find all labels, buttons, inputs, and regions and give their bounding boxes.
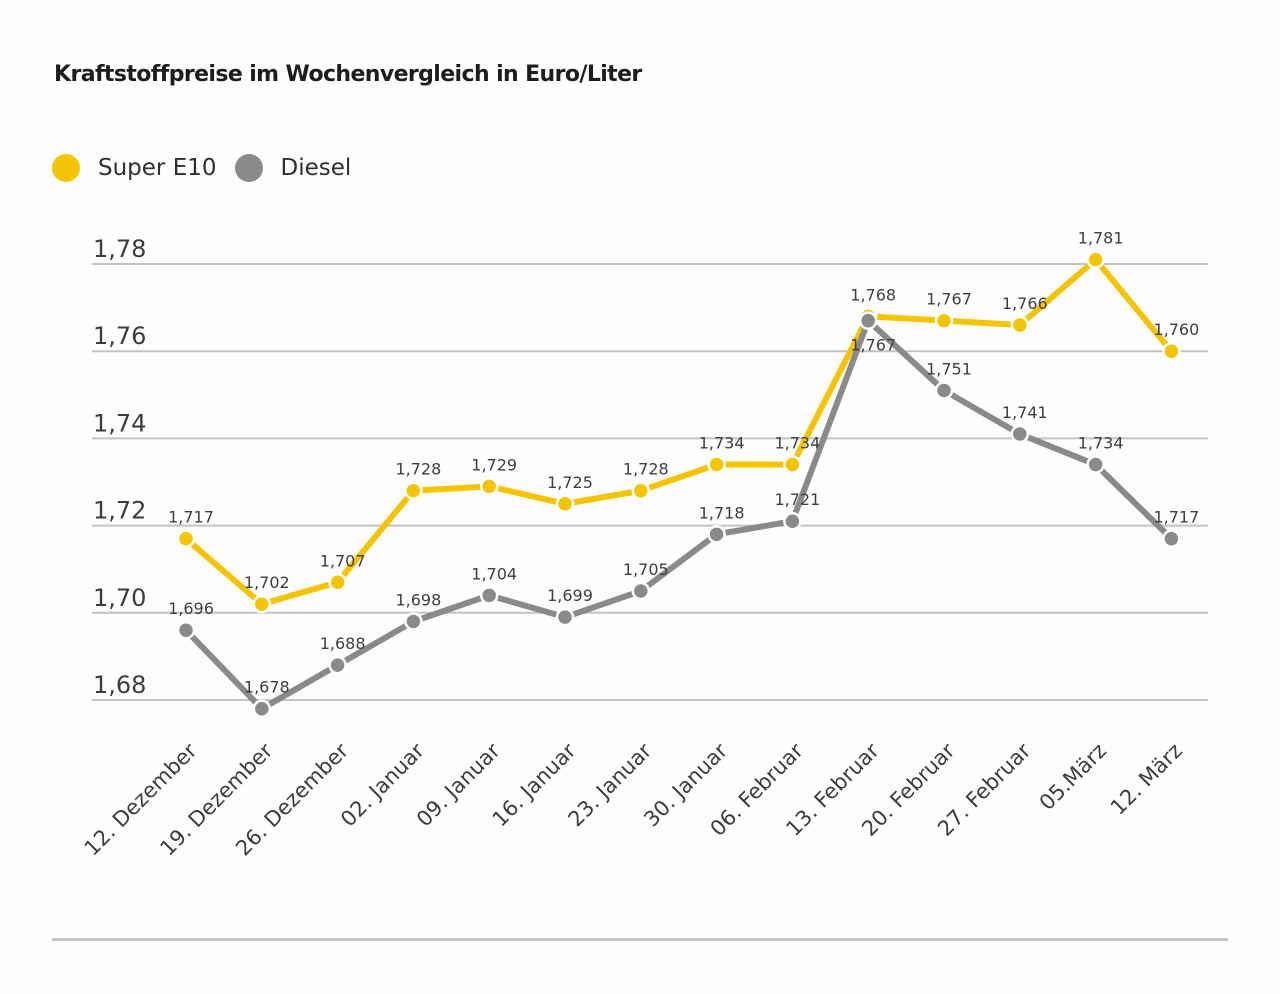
data-point-diesel [1010, 424, 1030, 444]
data-label-super-e10: 1,725 [547, 473, 593, 492]
legend-item-super-e10: Super E10 [52, 154, 217, 182]
data-label-super-e10: 1,734 [774, 434, 820, 453]
series-line-super-e10 [184, 256, 1174, 608]
data-point-super-e10 [555, 494, 575, 514]
y-tick-label: 1,72 [93, 497, 146, 525]
legend-marker-diesel [234, 154, 263, 182]
data-label-diesel: 1,704 [471, 564, 517, 583]
data-point-diesel [1162, 529, 1181, 548]
data-point-super-e10 [252, 594, 272, 614]
data-point-super-e10 [1086, 250, 1105, 269]
series-line-diesel [183, 317, 1174, 712]
y-axis: 1,68 1,70 1,72 1,74 1,76 1,78 [93, 235, 146, 699]
data-label-super-e10: 1,768 [850, 285, 896, 304]
data-label-super-e10: 1,760 [1153, 320, 1199, 339]
data-label-super-e10: 1,767 [926, 290, 972, 309]
data-label-super-e10: 1,717 [168, 508, 214, 527]
series-group [176, 250, 1181, 718]
data-point-diesel [1086, 455, 1105, 474]
legend: Super E10 Diesel [52, 154, 369, 182]
data-point-super-e10 [328, 573, 347, 592]
data-label-diesel: 1,699 [547, 586, 593, 605]
data-label-diesel: 1,717 [1153, 508, 1199, 527]
data-point-super-e10 [1162, 341, 1181, 361]
data-point-diesel [934, 381, 954, 400]
data-point-diesel [176, 620, 196, 640]
data-point-diesel [783, 511, 802, 531]
data-labels: 1,717 1,702 1,707 1,728 1,729 1,725 1,728 1,734… [168, 229, 1199, 697]
data-point-diesel [404, 612, 423, 631]
data-point-diesel [479, 586, 499, 605]
legend-label-super-e10: Super E10 [98, 155, 217, 181]
data-point-super-e10 [479, 477, 499, 496]
legend-marker-super-e10 [52, 154, 80, 182]
data-point-super-e10 [783, 455, 802, 474]
gridlines [92, 263, 1208, 701]
data-label-diesel: 1,741 [1002, 403, 1048, 422]
legend-label-diesel: Diesel [280, 155, 352, 181]
data-point-super-e10 [176, 529, 196, 548]
data-label-super-e10: 1,781 [1078, 229, 1124, 248]
data-label-super-e10: 1,707 [320, 551, 366, 570]
data-point-diesel [555, 607, 575, 627]
data-label-diesel: 1,696 [168, 599, 214, 618]
data-label-super-e10: 1,734 [699, 434, 745, 453]
data-point-diesel [631, 581, 651, 601]
legend-item-diesel: Diesel [234, 154, 352, 182]
data-label-super-e10: 1,766 [1002, 294, 1048, 313]
data-point-diesel [707, 525, 726, 544]
data-label-diesel: 1,698 [395, 591, 441, 610]
data-label-super-e10: 1,728 [623, 460, 669, 479]
x-tick-label: 05.März [1035, 739, 1111, 815]
y-tick-label: 1,78 [93, 235, 146, 263]
series-diesel [176, 311, 1181, 718]
data-label-super-e10: 1,729 [471, 455, 517, 474]
y-tick-label: 1,68 [93, 671, 146, 699]
data-point-diesel [252, 699, 272, 718]
chart-title: Kraftstoffpreise im Wochenvergleich in E… [54, 62, 642, 87]
data-label-diesel: 1,734 [1078, 434, 1124, 453]
y-tick-label: 1,74 [93, 409, 146, 437]
data-label-diesel: 1,688 [320, 634, 366, 653]
data-point-super-e10 [404, 481, 423, 500]
data-point-super-e10 [631, 481, 651, 500]
data-point-super-e10 [707, 455, 726, 474]
data-point-super-e10 [934, 311, 954, 330]
y-tick-label: 1,70 [93, 584, 146, 612]
data-label-diesel: 1,721 [774, 490, 820, 509]
series-super-e10 [176, 250, 1181, 614]
data-point-diesel [328, 655, 347, 675]
bottom-divider [52, 938, 1228, 941]
data-label-diesel: 1,705 [623, 560, 669, 579]
data-label-super-e10: 1,728 [395, 460, 441, 479]
y-tick-label: 1,76 [93, 322, 146, 350]
data-label-diesel: 1,678 [244, 678, 290, 697]
x-tick-label: 12. März [1106, 739, 1187, 820]
data-label-diesel: 1,751 [926, 359, 972, 378]
data-point-super-e10 [1010, 315, 1030, 335]
data-label-diesel: 1,718 [699, 503, 745, 522]
data-label-super-e10: 1,702 [244, 573, 290, 592]
data-point-diesel [858, 311, 878, 330]
data-label-diesel: 1,767 [850, 336, 896, 355]
